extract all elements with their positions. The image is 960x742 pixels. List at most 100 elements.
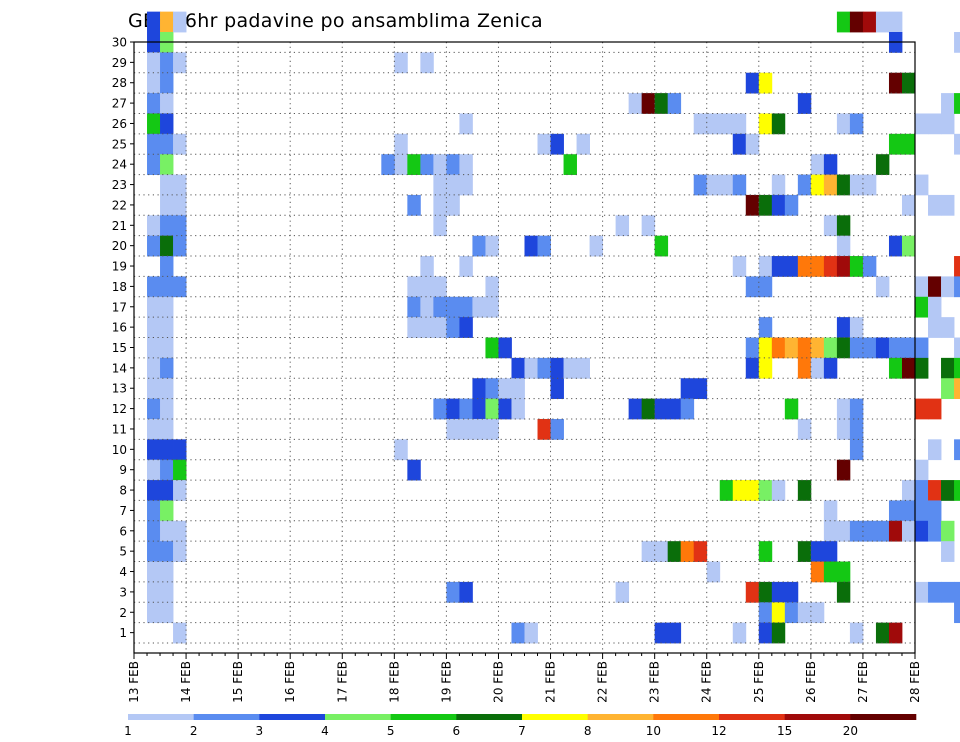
heatmap-cell <box>771 194 786 216</box>
x-tick-label: 25 FEB <box>752 661 766 703</box>
heatmap-cell <box>732 480 747 501</box>
y-tick-label: 26 <box>112 117 127 131</box>
heatmap-cell <box>446 418 460 440</box>
heatmap-cell <box>173 439 187 461</box>
heatmap-cell <box>472 398 486 420</box>
y-tick-label: 19 <box>112 260 127 274</box>
heatmap-cell <box>758 541 773 562</box>
heatmap-cell <box>420 296 434 318</box>
y-tick-label: 23 <box>112 178 127 192</box>
heatmap-cell <box>823 561 838 583</box>
legend-swatch <box>259 714 326 720</box>
heatmap-cell <box>758 357 773 379</box>
heatmap-cell <box>160 133 174 155</box>
heatmap-cell <box>147 378 161 399</box>
heatmap-cell <box>433 194 447 216</box>
heatmap-cell <box>524 235 538 257</box>
legend-label: 4 <box>321 724 329 738</box>
heatmap-cell <box>433 317 447 338</box>
heatmap-cell <box>771 256 786 277</box>
x-tick-label: 17 FEB <box>335 661 349 703</box>
heatmap-cell <box>745 357 760 379</box>
heatmap-cell <box>563 154 577 175</box>
y-tick-label: 6 <box>119 524 127 538</box>
heatmap-cell <box>147 317 161 338</box>
heatmap-cell <box>693 174 708 196</box>
y-tick-label: 30 <box>112 36 127 50</box>
heatmap-cell <box>160 561 174 583</box>
heatmap-cell <box>888 500 903 522</box>
heatmap-cell <box>901 520 916 542</box>
heatmap-cell <box>941 276 955 298</box>
heatmap-cell <box>758 337 773 359</box>
color-legend: 1 2 3 4 5 6 7 8 10 12 15 20 <box>124 714 917 738</box>
heatmap-cell <box>147 11 161 33</box>
heatmap-cell <box>160 439 174 461</box>
legend-label: 20 <box>843 724 858 738</box>
heatmap-cell <box>836 561 851 583</box>
heatmap-cell <box>160 194 174 216</box>
y-tick-label: 16 <box>112 321 127 335</box>
y-tick-label: 7 <box>119 504 127 518</box>
heatmap-cell <box>485 337 499 359</box>
heatmap-cell <box>147 541 161 562</box>
heatmap-cell <box>719 174 734 196</box>
legend-label: 1 <box>124 724 132 738</box>
heatmap-cell <box>862 256 877 277</box>
heatmap-cell <box>472 378 486 399</box>
heatmap-cell <box>459 154 473 175</box>
heatmap-cell <box>784 337 799 359</box>
heatmap-cell <box>915 276 929 298</box>
heatmap-cell <box>784 602 799 624</box>
heatmap-cell <box>147 459 161 481</box>
heatmap-cell <box>628 93 643 114</box>
heatmap-cell <box>901 133 916 155</box>
heatmap-cells <box>147 11 960 644</box>
heatmap-cell <box>928 194 942 216</box>
heatmap-cell <box>446 174 460 196</box>
heatmap-cell <box>888 11 903 33</box>
heatmap-cell <box>941 520 955 542</box>
heatmap-cell <box>160 541 174 562</box>
x-tick-label: 23 FEB <box>648 661 662 703</box>
heatmap-cell <box>485 276 499 298</box>
heatmap-cell <box>433 154 447 175</box>
heatmap-cell <box>641 215 656 237</box>
heatmap-cell <box>615 215 630 237</box>
heatmap-cell <box>915 500 929 522</box>
heatmap-cell <box>862 337 877 359</box>
heatmap-cell <box>784 194 799 216</box>
heatmap-cell <box>537 418 551 440</box>
heatmap-cell <box>928 276 942 298</box>
heatmap-cell <box>147 480 161 501</box>
heatmap-cell <box>485 378 499 399</box>
legend-swatch <box>784 714 851 720</box>
heatmap-cell <box>160 520 174 542</box>
heatmap-cell <box>433 174 447 196</box>
heatmap-cell <box>524 357 538 379</box>
heatmap-cell <box>849 520 864 542</box>
heatmap-cell <box>160 296 174 318</box>
heatmap-cell <box>147 581 161 603</box>
heatmap-cell <box>954 32 960 53</box>
heatmap-cell <box>147 500 161 522</box>
y-tick-label: 8 <box>119 484 127 498</box>
heatmap-cell <box>758 317 773 338</box>
x-tick-label: 28 FEB <box>908 661 922 703</box>
heatmap-cell <box>771 113 786 135</box>
heatmap-cell <box>810 602 825 624</box>
heatmap-cell <box>941 317 955 338</box>
heatmap-cell <box>849 256 864 277</box>
heatmap-cell <box>433 276 447 298</box>
heatmap-cell <box>915 459 929 481</box>
heatmap-cell <box>160 398 174 420</box>
heatmap-cell <box>941 113 955 135</box>
heatmap-cell <box>954 337 960 359</box>
heatmap-cell <box>706 113 721 135</box>
heatmap-cell <box>147 215 161 237</box>
heatmap-cell <box>147 602 161 624</box>
heatmap-cell <box>823 500 838 522</box>
heatmap-cell <box>160 174 174 196</box>
heatmap-cell <box>173 480 187 501</box>
heatmap-cell <box>941 378 955 399</box>
